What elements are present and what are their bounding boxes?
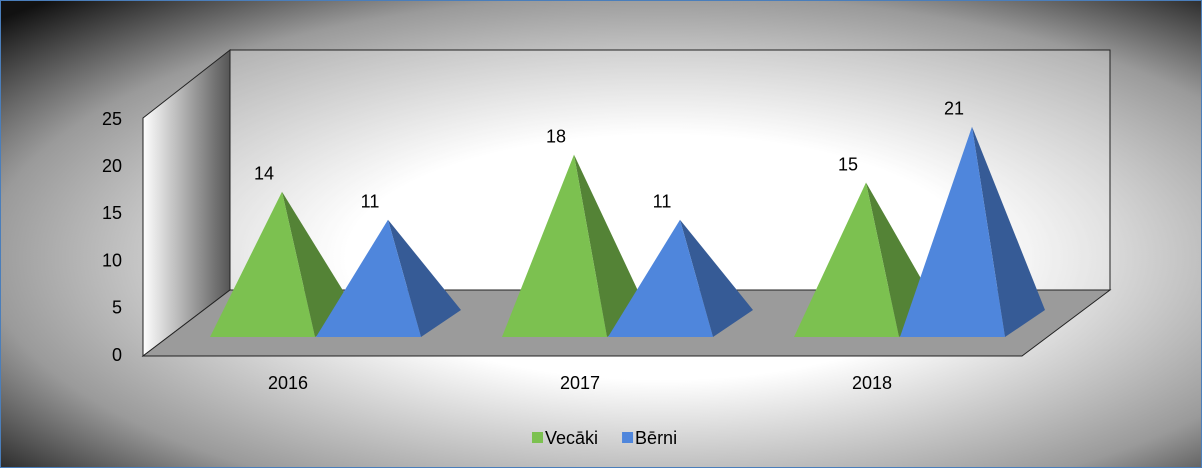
pyramid-side xyxy=(388,219,461,337)
pyramid xyxy=(900,126,1045,337)
pyramid-front xyxy=(608,219,713,337)
y-tick-label: 10 xyxy=(102,250,122,270)
pyramid-front xyxy=(900,126,1005,337)
data-label: 18 xyxy=(546,126,566,146)
data-label: 14 xyxy=(254,164,274,184)
y-tick-label: 0 xyxy=(112,345,122,365)
y-tick-label: 5 xyxy=(112,298,122,318)
pyramid-side xyxy=(282,191,355,337)
pyramid-front xyxy=(210,191,315,337)
y-tick-label: 20 xyxy=(102,156,122,176)
pyramid-front xyxy=(794,182,899,337)
pyramid-side xyxy=(680,219,753,337)
plot xyxy=(210,126,1045,337)
pyramid xyxy=(608,219,753,337)
x-tick-label: 2018 xyxy=(852,373,892,393)
legend-swatch xyxy=(622,432,634,443)
x-tick-label: 2017 xyxy=(560,373,600,393)
y-tick-label: 25 xyxy=(102,109,122,129)
pyramid xyxy=(210,191,355,337)
legend-label: Vecāki xyxy=(545,428,598,448)
x-tick-label: 2016 xyxy=(268,373,308,393)
pyramid xyxy=(502,154,647,337)
pyramid-front xyxy=(502,154,607,337)
y-tick-label: 15 xyxy=(102,203,122,223)
pyramid xyxy=(316,219,461,337)
legend-label: Bērni xyxy=(635,428,677,448)
pyramid-front xyxy=(316,219,421,337)
legend-swatch xyxy=(532,432,543,443)
data-label: 11 xyxy=(361,191,380,211)
pyramid-side xyxy=(574,154,647,337)
pyramid-side xyxy=(972,126,1045,337)
data-label: 15 xyxy=(838,154,858,174)
data-label: 21 xyxy=(944,98,964,118)
data-label: 11 xyxy=(653,191,672,211)
